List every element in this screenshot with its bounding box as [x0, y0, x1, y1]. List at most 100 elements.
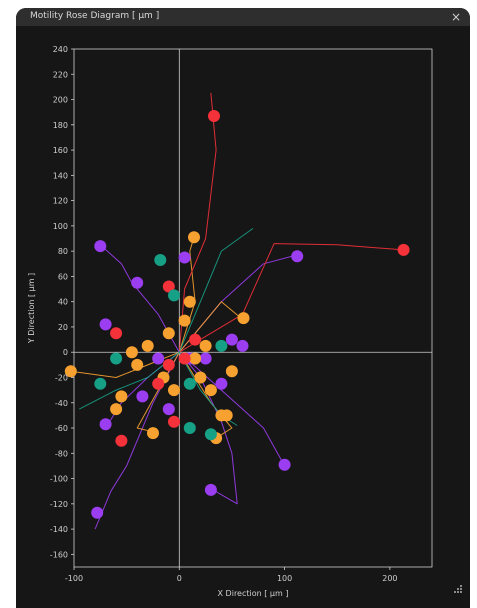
track-endpoint [64, 365, 77, 378]
grip-dot [460, 588, 462, 590]
title-bar[interactable]: Motility Rose Diagram [ μm ] × [16, 8, 470, 26]
track-endpoint [168, 289, 180, 302]
track-endpoint [183, 377, 196, 390]
plot-axes [71, 48, 433, 570]
track-endpoint [136, 390, 149, 403]
track-endpoint [189, 352, 202, 365]
cell-track [179, 243, 404, 353]
y-tick-label: -100 [50, 475, 68, 484]
axis-labels: 240220200180160140120100806040200-20-40-… [27, 45, 398, 598]
track-endpoint [178, 352, 191, 365]
cell-track [178, 351, 286, 467]
close-icon[interactable]: × [450, 10, 462, 24]
cell-track [178, 227, 254, 353]
y-tick-label: -60 [55, 424, 68, 433]
track-endpoint [162, 327, 175, 340]
track-endpoint [215, 377, 228, 390]
y-tick-label: -40 [55, 399, 68, 408]
y-tick-label: 160 [53, 146, 68, 155]
track-endpoint [183, 295, 196, 308]
rose-diagram-plot: 240220200180160140120100806040200-20-40-… [27, 45, 462, 598]
track-endpoint [189, 333, 202, 346]
track-endpoint [147, 427, 159, 440]
track-endpoint [199, 352, 212, 365]
grip-dot [457, 588, 459, 590]
track-endpoint [204, 483, 217, 496]
track-endpoint [152, 352, 165, 365]
track-endpoint [178, 314, 191, 327]
track-endpoint [188, 231, 200, 244]
plot-frame [73, 48, 433, 568]
track-endpoint [168, 415, 180, 428]
y-tick-label: -20 [55, 373, 68, 382]
y-tick-label: 20 [58, 323, 68, 332]
y-axis-label: Y Direction [ μm ] [27, 273, 36, 344]
cell-tracks [70, 92, 404, 530]
x-tick-label: 100 [277, 574, 292, 583]
y-tick-label: 120 [53, 197, 68, 206]
track-endpoint [154, 254, 167, 266]
y-tick-label: 60 [58, 272, 68, 281]
track-endpoint [110, 403, 123, 416]
track-endpoint [94, 240, 107, 253]
y-tick-label: 140 [53, 171, 68, 180]
x-axis-label: X Direction [ μm ] [218, 589, 289, 598]
grip-dot [460, 591, 462, 593]
cell-track [178, 237, 196, 353]
y-tick-label: 240 [53, 45, 68, 54]
track-endpoint [204, 428, 217, 441]
track-endpoint [397, 243, 410, 256]
track-endpoint [278, 458, 291, 471]
y-tick-label: 40 [58, 298, 68, 307]
track-endpoint [291, 250, 304, 263]
track-endpoint [131, 276, 144, 289]
track-endpoint [225, 365, 238, 378]
track-endpoint [152, 377, 165, 390]
x-tick-label: -100 [65, 574, 83, 583]
track-endpoint [162, 280, 175, 293]
track-endpoint [162, 403, 175, 416]
track-endpoint [99, 418, 112, 431]
x-tick-label: 0 [177, 574, 182, 583]
track-endpoint [225, 333, 238, 346]
track-endpoint [178, 251, 191, 264]
track-endpoint [215, 339, 228, 352]
y-tick-label: 180 [53, 121, 68, 130]
track-endpoint [141, 339, 154, 352]
y-tick-label: 100 [53, 222, 68, 231]
grip-dot [460, 585, 462, 587]
track-endpoint [91, 506, 104, 519]
chart-window: Motility Rose Diagram [ μm ] × 240 220 200… [16, 8, 470, 608]
y-tick-label: -120 [50, 500, 68, 509]
y-tick-label: 0 [63, 348, 68, 357]
resize-grip-icon[interactable] [454, 585, 462, 593]
track-endpoint [110, 327, 123, 340]
track-endpoint [115, 434, 128, 447]
track-endpoint [199, 339, 212, 352]
grip-dot [454, 591, 456, 593]
track-endpoint [162, 358, 175, 371]
grip-dot [457, 591, 459, 593]
track-endpoints [64, 110, 410, 519]
track-endpoint [236, 339, 249, 352]
y-tick-label: -80 [55, 449, 68, 458]
track-endpoint [115, 390, 128, 403]
x-tick-label: 200 [382, 574, 397, 583]
y-tick-label: -140 [50, 525, 68, 534]
track-endpoint [183, 422, 196, 434]
track-endpoint [220, 409, 233, 422]
track-endpoint [194, 371, 207, 384]
track-endpoint [125, 346, 138, 359]
track-endpoint [131, 358, 144, 371]
y-tick-label: -160 [50, 550, 68, 559]
window-title: Motility Rose Diagram [ μm ] [30, 11, 160, 21]
track-endpoint [110, 352, 123, 365]
track-endpoint [204, 384, 217, 397]
y-tick-label: 200 [53, 96, 68, 105]
track-endpoint [168, 384, 180, 397]
track-endpoint [237, 312, 250, 325]
track-endpoint [94, 377, 107, 390]
cell-track [178, 92, 217, 353]
track-endpoint [99, 318, 112, 331]
y-tick-label: 80 [58, 247, 68, 256]
